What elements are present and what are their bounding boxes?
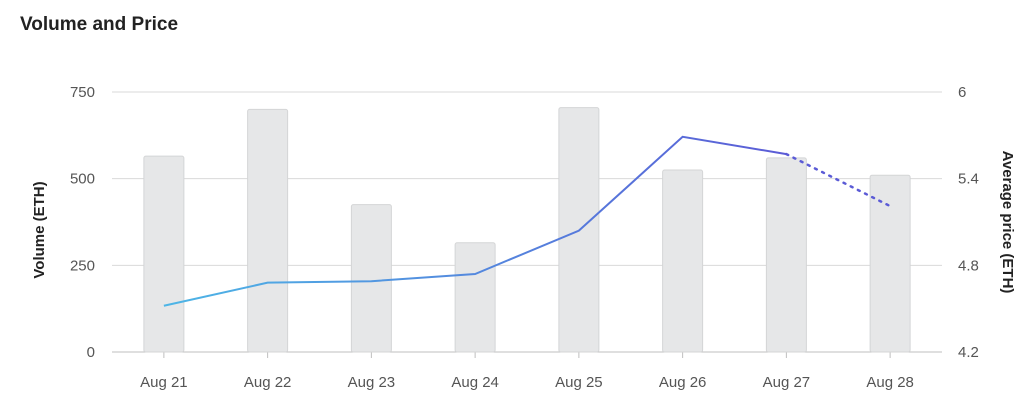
- x-tick-label: Aug 27: [763, 374, 811, 391]
- y-axis-title-left: Volume (ETH): [31, 181, 48, 278]
- y-tick-label-right: 4.8: [958, 257, 979, 274]
- y-tick-label-right: 5.4: [958, 171, 979, 188]
- chart-title: Volume and Price: [20, 14, 179, 35]
- bar: [143, 155, 185, 353]
- bar: [350, 204, 392, 353]
- y-tick-label-left: 250: [70, 257, 95, 274]
- y-tick-label-left: 750: [70, 84, 95, 101]
- x-tick-label: Aug 24: [451, 374, 499, 391]
- y-axis-title-right: Average price (ETH): [999, 151, 1016, 294]
- price-line-dashed: [785, 152, 892, 208]
- y-tick-label-left: 0: [87, 344, 95, 361]
- bar: [869, 174, 911, 353]
- bar: [454, 242, 496, 353]
- x-tick-label: Aug 22: [244, 374, 292, 391]
- bar: [662, 169, 704, 353]
- x-tick-label: Aug 26: [659, 374, 707, 391]
- y-tick-label-left: 500: [70, 171, 95, 188]
- y-tick-label-right: 6: [958, 84, 966, 101]
- y-tick-label-right: 4.2: [958, 344, 979, 361]
- bar: [247, 108, 289, 353]
- price-line-solid: [163, 135, 787, 307]
- x-tick-label: Aug 28: [866, 374, 914, 391]
- x-tick-label: Aug 23: [348, 374, 396, 391]
- x-tick-label: Aug 21: [140, 374, 188, 391]
- x-tick-label: Aug 25: [555, 374, 603, 391]
- bar: [765, 157, 807, 353]
